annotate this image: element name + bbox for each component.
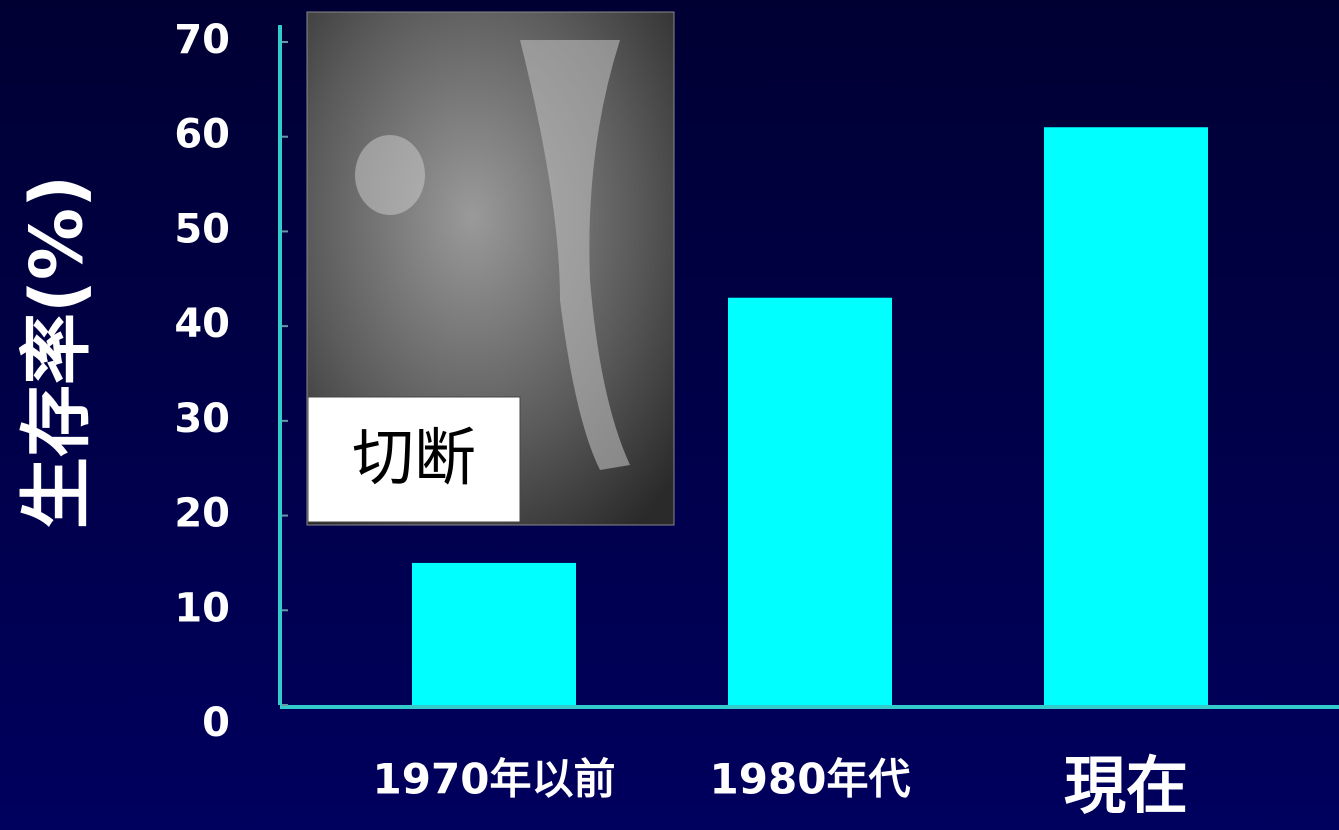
bar xyxy=(412,563,576,705)
xray-image: 切断 xyxy=(307,12,674,525)
y-tick-label: 20 xyxy=(174,491,230,537)
annotation: 切断 xyxy=(352,421,476,494)
bar xyxy=(728,298,892,705)
x-tick-label: 1980年代 xyxy=(710,755,911,804)
bone-shape xyxy=(355,135,425,215)
y-tick-label: 60 xyxy=(174,112,230,158)
page: 0 10 20 30 40 50 60 70 1970年以前 1980年代 現在 切断 生存率(%)… xyxy=(0,0,1339,830)
y-axis-label: 生存率(%) xyxy=(15,175,99,529)
y-tick-label: 10 xyxy=(174,585,230,631)
y-tick-label: 0 xyxy=(202,700,230,746)
y-tick-label: 70 xyxy=(174,17,230,63)
y-tick-label: 50 xyxy=(174,206,230,252)
bar xyxy=(1044,127,1208,705)
chart: 0 10 20 30 40 50 60 70 1970年以前 1980年代 現在 切断 生存率(%) xyxy=(0,0,1339,830)
x-tick-label: 現在 xyxy=(1064,749,1188,822)
x-tick-label: 1970年以前 xyxy=(373,755,616,804)
y-tick-label: 40 xyxy=(174,301,230,347)
y-tick-label: 30 xyxy=(174,396,230,442)
